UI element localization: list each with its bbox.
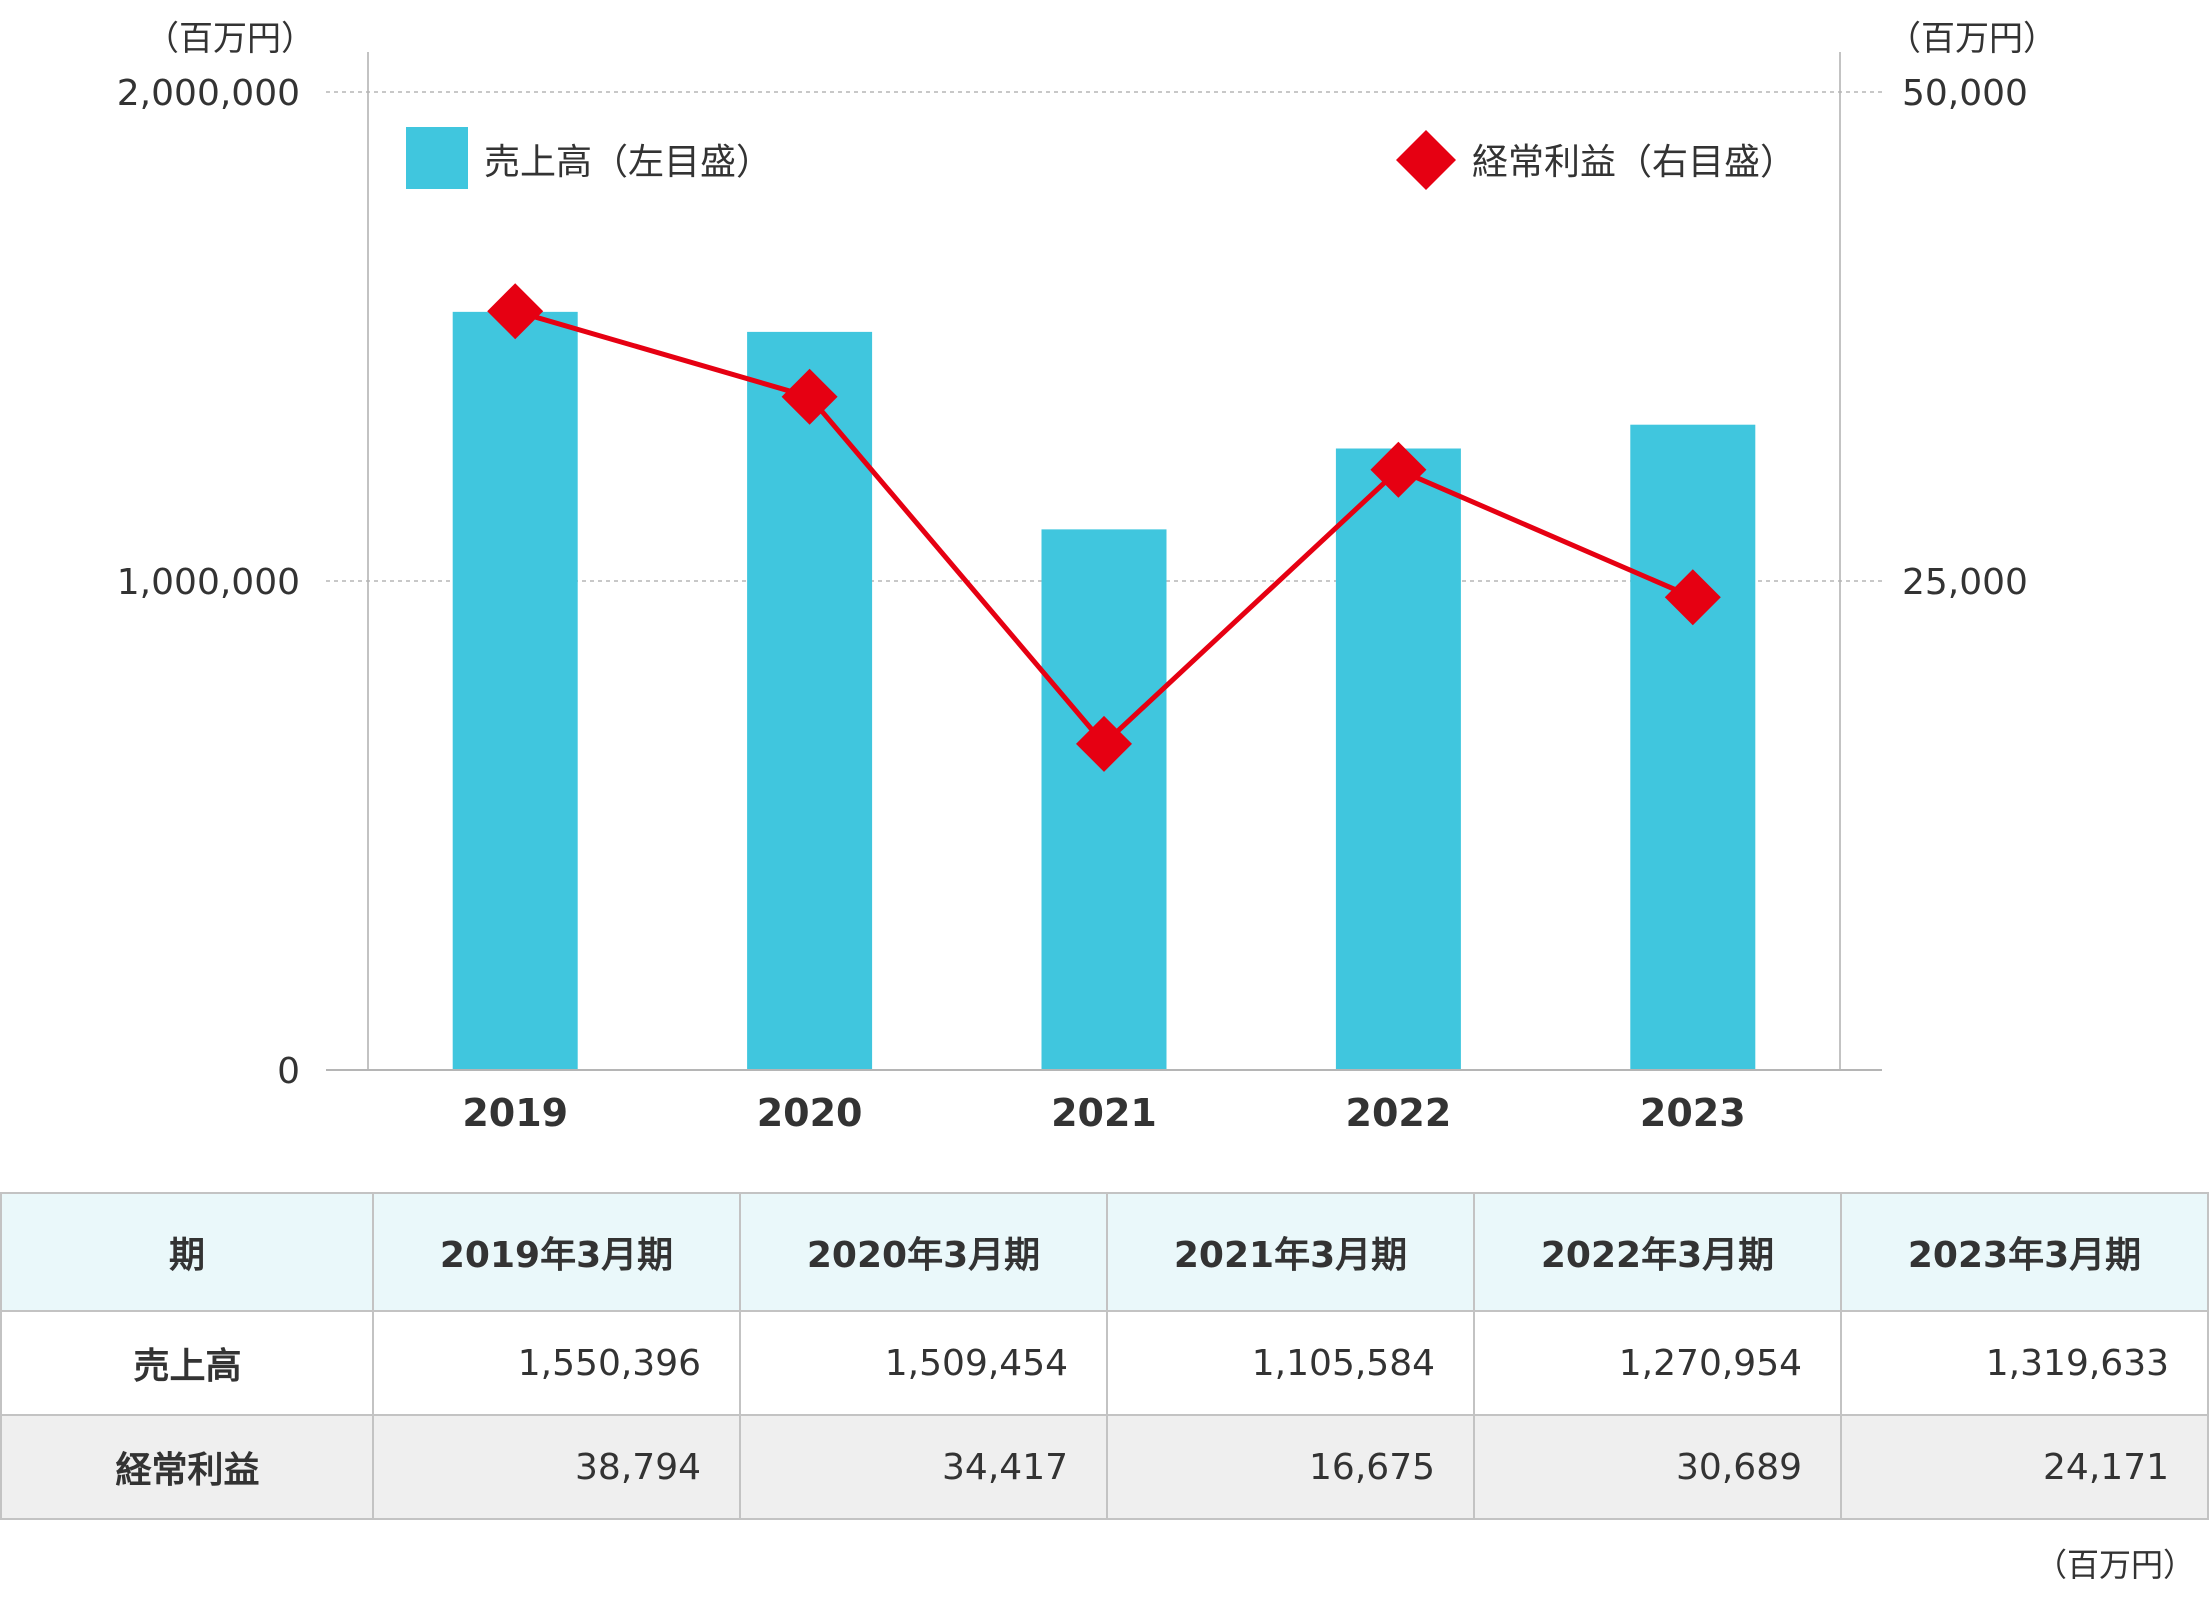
- profit-marker-2023: [1664, 569, 1721, 626]
- bar-2020: [747, 331, 873, 1071]
- x-tick-label: 2019: [462, 1091, 568, 1135]
- profit-2021: 16,675: [1106, 1414, 1475, 1520]
- profit-2022: 30,689: [1473, 1414, 1842, 1520]
- row-label-sales: 売上高: [0, 1310, 374, 1416]
- x-tick-label: 2020: [757, 1091, 863, 1135]
- profit-2019: 38,794: [372, 1414, 741, 1520]
- bar-2022: [1335, 448, 1461, 1070]
- legend-swatch-profit: [1396, 130, 1456, 190]
- left-axis-unit: （百万円）: [145, 19, 315, 59]
- table-row-sales: 売上高 1,550,396 1,509,454 1,105,584 1,270,…: [0, 1310, 2209, 1416]
- x-tick-label: 2023: [1640, 1091, 1746, 1135]
- bar-2023: [1630, 424, 1756, 1070]
- profit-2023: 24,171: [1840, 1414, 2209, 1520]
- header-2020: 2020年3月期: [739, 1192, 1108, 1312]
- right-tick-label: 25,000: [1902, 562, 2028, 603]
- left-tick-label: 1,000,000: [117, 562, 300, 603]
- sales-2020: 1,509,454: [739, 1310, 1108, 1416]
- legend-label-profit: 経常利益（右目盛）: [1472, 142, 1796, 183]
- left-tick-label: 2,000,000: [117, 73, 300, 114]
- right-tick-label: 50,000: [1902, 73, 2028, 114]
- profit-2020: 34,417: [739, 1414, 1108, 1520]
- sales-2021: 1,105,584: [1106, 1310, 1475, 1416]
- table-row-ordinary-profit: 経常利益 38,794 34,417 16,675 30,689 24,171: [0, 1414, 2209, 1520]
- header-2023: 2023年3月期: [1840, 1192, 2209, 1312]
- header-2019: 2019年3月期: [372, 1192, 741, 1312]
- header-2022: 2022年3月期: [1473, 1192, 1842, 1312]
- bar-2019: [452, 311, 578, 1071]
- bar-2021: [1041, 529, 1167, 1070]
- left-tick-label: 0: [277, 1051, 300, 1092]
- table-unit-label: （百万円）: [2034, 1546, 2195, 1584]
- legend-swatch-sales: [406, 127, 468, 189]
- header-2021: 2021年3月期: [1106, 1192, 1475, 1312]
- legend-label-sales: 売上高（左目盛）: [484, 142, 772, 183]
- table-header-row: 期 2019年3月期 2020年3月期 2021年3月期 2022年3月期 20…: [0, 1192, 2209, 1312]
- profit-marker-2020: [781, 368, 838, 425]
- profit-marker-2022: [1370, 441, 1427, 498]
- header-period: 期: [0, 1192, 374, 1312]
- row-label-ordinary-profit: 経常利益: [0, 1414, 374, 1520]
- profit-marker-2019: [487, 283, 544, 340]
- sales-2023: 1,319,633: [1840, 1310, 2209, 1416]
- x-tick-label: 2022: [1346, 1091, 1452, 1135]
- combo-chart: 0 1,000,000 2,000,000 25,000 50,000 （百万円） （百万円…: [117, 19, 2057, 1135]
- data-table: 期 2019年3月期 2020年3月期 2021年3月期 2022年3月期 20…: [0, 1192, 2209, 1520]
- sales-2022: 1,270,954: [1473, 1310, 1842, 1416]
- x-tick-label: 2021: [1051, 1091, 1157, 1135]
- profit-marker-2021: [1076, 715, 1132, 772]
- right-axis-unit: （百万円）: [1887, 19, 2057, 59]
- sales-2019: 1,550,396: [372, 1310, 741, 1416]
